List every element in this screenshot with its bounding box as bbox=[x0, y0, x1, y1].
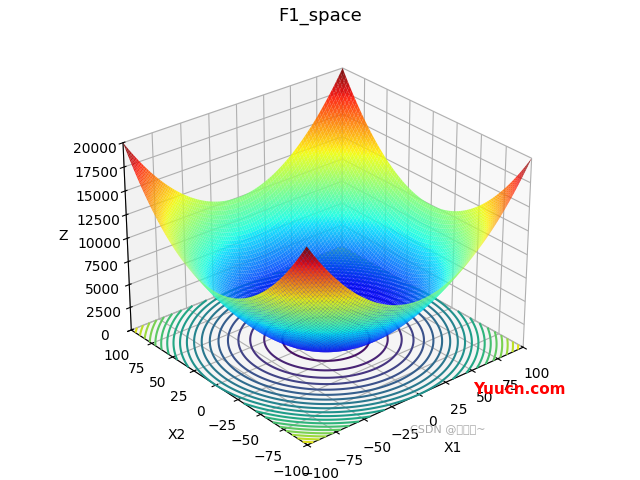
Y-axis label: X2: X2 bbox=[168, 428, 186, 442]
X-axis label: X1: X1 bbox=[444, 441, 461, 455]
Title: F1_space: F1_space bbox=[278, 7, 362, 25]
Text: CSDN @卡卡西~: CSDN @卡卡西~ bbox=[410, 424, 485, 434]
Text: Yuucn.com: Yuucn.com bbox=[474, 382, 566, 396]
